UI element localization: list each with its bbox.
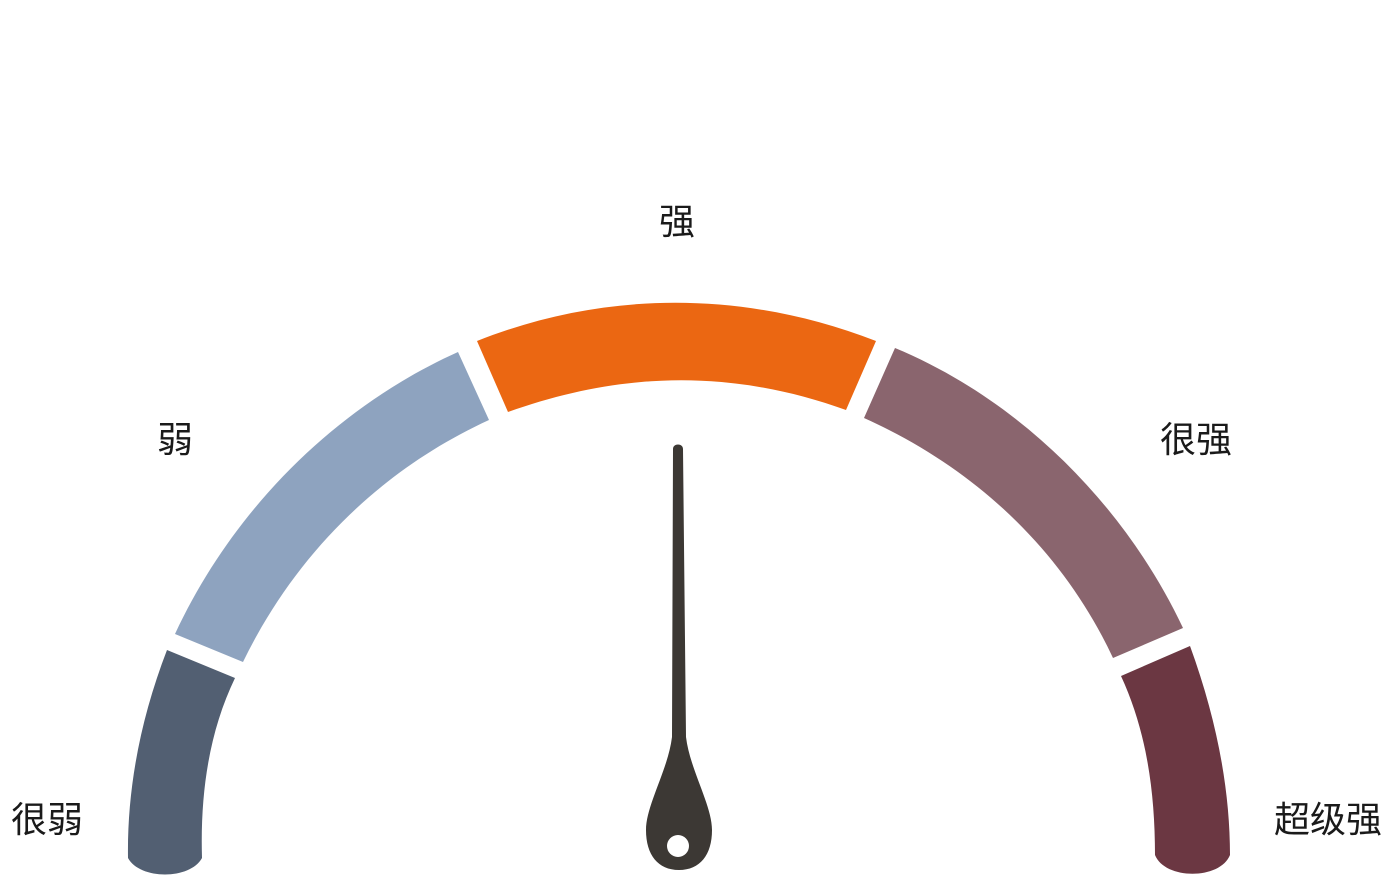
gauge-needle	[646, 444, 712, 870]
gauge-segments	[127, 302, 1230, 875]
gauge-label-strong: 强	[659, 202, 695, 243]
gauge-label-very-weak: 很弱	[11, 800, 83, 841]
gauge-label-weak: 弱	[157, 420, 193, 461]
gauge-segment-super-strong	[1121, 646, 1230, 874]
gauge-segment-very-weak	[127, 650, 235, 875]
needle-shape	[646, 444, 712, 870]
gauge-segment-very-strong	[864, 348, 1183, 658]
gauge-segment-weak	[175, 352, 489, 662]
needle-pivot-hole	[667, 835, 689, 857]
gauge-label-very-strong: 很强	[1160, 420, 1232, 461]
gauge-label-super-strong: 超级强	[1274, 800, 1382, 841]
gauge-segment-strong	[477, 302, 876, 412]
gauge-labels: 很弱 弱 强 很强 超级强	[11, 202, 1382, 841]
